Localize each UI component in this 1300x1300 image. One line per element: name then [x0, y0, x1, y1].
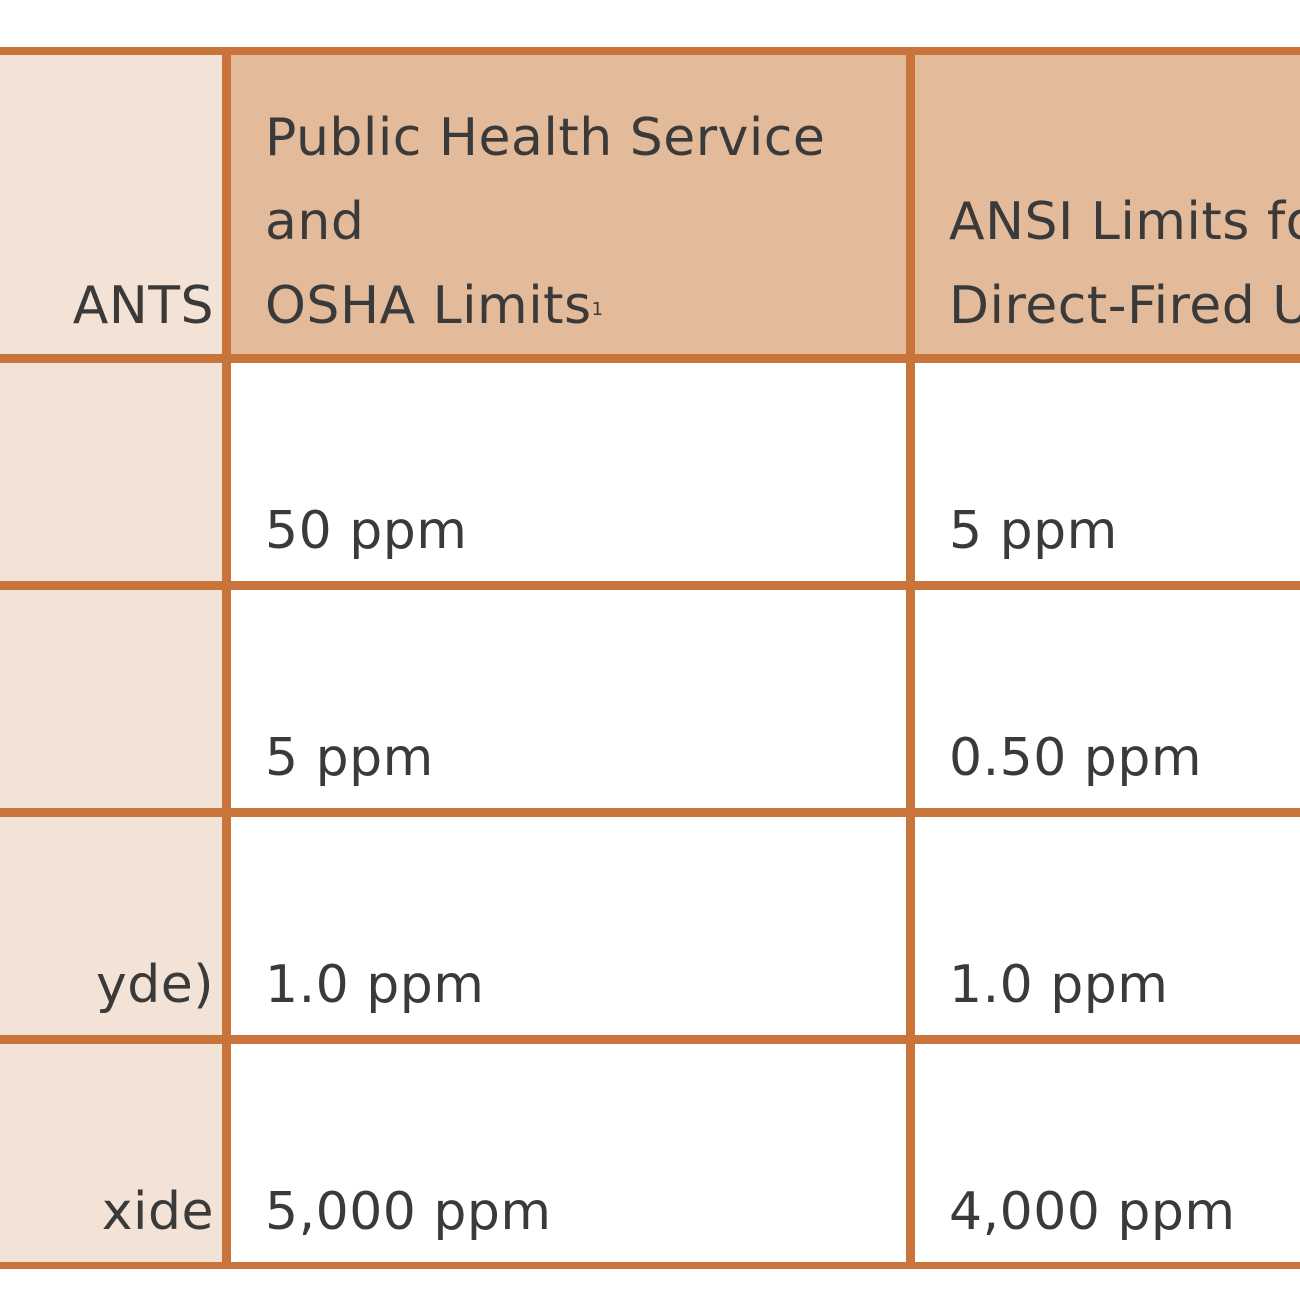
row-3-osha-value: 1.0 ppm [265, 955, 485, 1015]
footnote-marker: 1 [591, 299, 604, 320]
header-osha-limits: Public Health Service and OSHA Limits1 [231, 55, 906, 354]
header-ansi-label: ANSI Limits fo Direct-Fired U [949, 180, 1300, 348]
row-4-osha: 5,000 ppm [231, 1044, 906, 1262]
row-4-ansi-value: 4,000 ppm [949, 1182, 1236, 1242]
header-ansi-line-1: ANSI Limits fo [949, 192, 1300, 252]
header-ansi-line-2: Direct-Fired U [949, 276, 1300, 336]
row-1-osha: 50 ppm [231, 363, 906, 581]
row-1-pollutant [0, 363, 222, 581]
row-4-ansi: 4,000 ppm [915, 1044, 1300, 1262]
row-1-ansi: 5 ppm [915, 363, 1300, 581]
row-1-ansi-value: 5 ppm [949, 501, 1118, 561]
row-2-osha-value: 5 ppm [265, 728, 434, 788]
row-3-ansi-value: 1.0 ppm [949, 955, 1169, 1015]
row-3-osha: 1.0 ppm [231, 817, 906, 1035]
row-3-pollutant-text: yde) [95, 955, 214, 1015]
row-2-ansi-value: 0.50 ppm [949, 728, 1202, 788]
row-2-ansi: 0.50 ppm [915, 590, 1300, 808]
row-4-pollutant: xide [0, 1044, 222, 1262]
row-2-pollutant [0, 590, 222, 808]
header-osha-label: Public Health Service and OSHA Limits1 [265, 96, 825, 348]
header-ansi-limits: ANSI Limits fo Direct-Fired U [915, 55, 1300, 354]
row-2-osha: 5 ppm [231, 590, 906, 808]
header-pollutants: ANTS [0, 55, 222, 354]
header-osha-line-2: and [265, 192, 365, 252]
row-3-ansi: 1.0 ppm [915, 817, 1300, 1035]
header-osha-line-3-text: OSHA Limits [265, 276, 592, 336]
row-1-osha-value: 50 ppm [265, 501, 468, 561]
row-4-pollutant-text: xide [101, 1182, 214, 1242]
header-osha-line-1: Public Health Service [265, 108, 826, 168]
row-3-pollutant: yde) [0, 817, 222, 1035]
limits-table: ANTS Public Health Service and OSHA Limi… [0, 47, 1300, 1269]
header-osha-line-3: OSHA Limits1 [265, 264, 825, 348]
header-pollutants-label: ANTS [72, 276, 214, 336]
row-4-osha-value: 5,000 ppm [265, 1182, 552, 1242]
